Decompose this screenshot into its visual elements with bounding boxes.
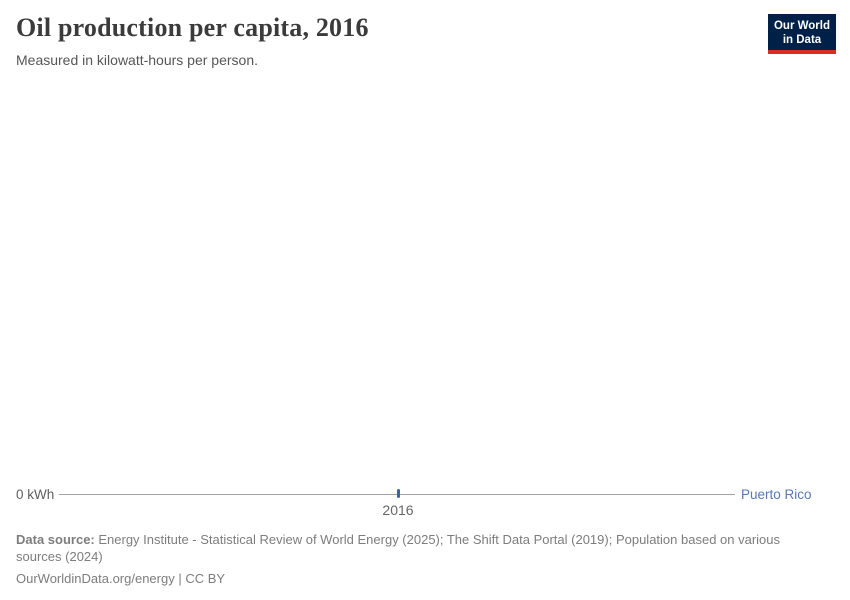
y-axis-zero-label: 0 kWh: [16, 487, 55, 502]
owid-logo-line1: Our World: [773, 20, 830, 32]
x-axis-tick-label: 2016: [382, 502, 414, 518]
entity-label-puerto-rico[interactable]: Puerto Rico: [741, 487, 812, 502]
data-source-text: Energy Institute - Statistical Review of…: [16, 532, 781, 564]
data-point-marker[interactable]: [397, 489, 400, 498]
data-source-label: Data source:: [16, 532, 95, 547]
attribution-line: OurWorldinData.org/energy | CC BY: [16, 571, 822, 588]
owid-logo[interactable]: Our World in Data: [768, 14, 836, 54]
chart-footer: Data source: Energy Institute - Statisti…: [16, 532, 822, 588]
data-source-line: Data source: Energy Institute - Statisti…: [16, 532, 822, 565]
chart-title: Oil production per capita, 2016: [16, 13, 369, 42]
owid-logo-line2: in Data: [782, 34, 822, 46]
chart-subtitle: Measured in kilowatt-hours per person.: [16, 52, 259, 68]
attribution-link[interactable]: OurWorldinData.org/energy | CC BY: [16, 571, 226, 586]
